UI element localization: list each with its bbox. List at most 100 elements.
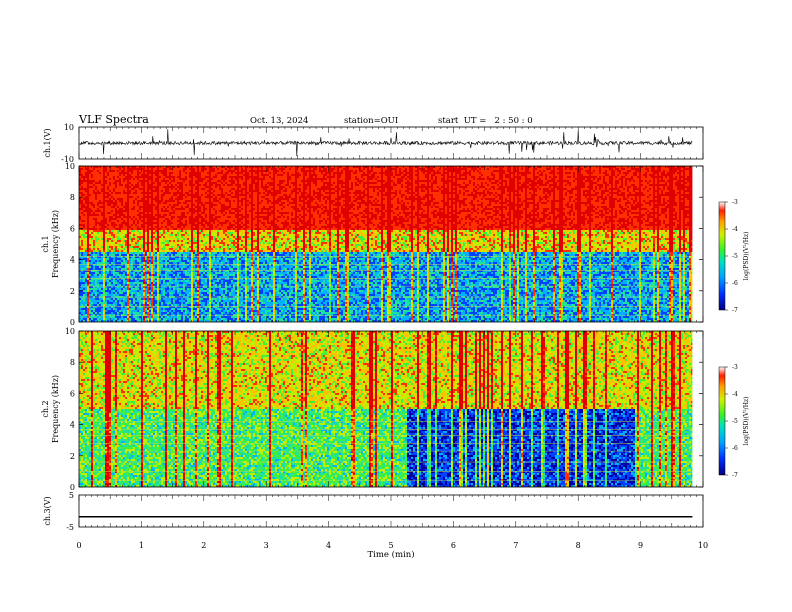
spectrogram-cell (81, 218, 83, 220)
spectrogram-cell (157, 236, 159, 238)
spectrogram-cell (85, 262, 87, 264)
spectrogram-cell (173, 230, 175, 232)
spectrogram-cell (163, 266, 165, 268)
spectrogram-cell (189, 284, 191, 286)
spectrogram-cell (201, 178, 203, 180)
spectrogram-cell (179, 254, 181, 256)
spectrogram-cell (107, 172, 109, 174)
spectrogram-cell (103, 290, 105, 292)
spectrogram-cell (161, 182, 163, 184)
spectrogram-cell (183, 198, 185, 200)
spectrogram-cell (113, 222, 115, 224)
spectrogram-cell (131, 222, 133, 224)
spectrogram-cell (105, 174, 107, 176)
spectrogram-cell (97, 200, 99, 202)
spectrogram-cell (85, 190, 87, 192)
spectrogram-cell (143, 250, 145, 252)
spectrogram-cell (127, 222, 129, 224)
spectrogram-cell (103, 188, 105, 190)
spectrogram-cell (173, 272, 175, 274)
spectrogram-cell (121, 292, 123, 294)
spectrogram-cell (119, 212, 121, 214)
spectrogram-cell (85, 222, 87, 224)
spectrogram-cell (89, 190, 91, 192)
spectrogram-cell (101, 222, 103, 224)
spectrogram-cell (191, 260, 193, 262)
spectrogram-cell (143, 238, 145, 240)
spectrogram-cell (199, 204, 201, 206)
spectrogram-cell (193, 172, 195, 174)
spectrogram-cell (157, 282, 159, 284)
spectrogram-cell (109, 302, 111, 304)
spectrogram-cell (91, 266, 93, 268)
spectrogram-cell (171, 228, 173, 230)
spectrogram-cell (115, 222, 117, 224)
spectrogram-cell (95, 268, 97, 270)
spectrogram-cell (167, 248, 169, 250)
spectrogram-cell (99, 198, 101, 200)
spectrogram-cell (169, 192, 171, 194)
spectrogram-cell (155, 198, 157, 200)
spectrogram-cell (135, 190, 137, 192)
spectrogram-cell (165, 248, 167, 250)
spectrogram-cell (191, 272, 193, 274)
spectrogram-cell (145, 202, 147, 204)
spectrogram-cell (97, 198, 99, 200)
spectrogram-cell (163, 222, 165, 224)
spectrogram-cell (119, 230, 121, 232)
spectrogram-cell (187, 228, 189, 230)
spectrogram-cell (83, 194, 85, 196)
spectrogram-cell (127, 268, 129, 270)
spectrogram-cell (95, 266, 97, 268)
spectrogram-cell (121, 238, 123, 240)
spectrogram-cell (121, 224, 123, 226)
spectrogram-cell (153, 216, 155, 218)
spectrogram-cell (203, 234, 205, 236)
spectrogram-cell (107, 284, 109, 286)
spectrogram-cell (157, 288, 159, 290)
spectrogram-cell (125, 318, 127, 320)
spectrogram-cell (159, 182, 161, 184)
spectrogram-cell (127, 302, 129, 304)
spectrogram-cell (191, 236, 193, 238)
spectrogram-cell (83, 180, 85, 182)
spectrogram-cell (81, 194, 83, 196)
spectrogram-cell (185, 288, 187, 290)
spectrogram-cell (161, 226, 163, 228)
spectrogram-cell (93, 312, 95, 314)
spectrogram-cell (103, 236, 105, 238)
spectrogram-cell (153, 318, 155, 320)
spectrogram-cell (125, 304, 127, 306)
spectrogram-cell (115, 242, 117, 244)
spectrogram-cell (193, 220, 195, 222)
spectrogram-cell (149, 252, 151, 254)
spectrogram-cell (157, 240, 159, 242)
spectrogram-cell (179, 250, 181, 252)
spectrogram-cell (147, 198, 149, 200)
spectrogram-cell (175, 254, 177, 256)
spectrogram-cell (113, 254, 115, 256)
spectrogram-cell (85, 240, 87, 242)
spectrogram-cell (205, 198, 207, 200)
spectrogram-cell (99, 184, 101, 186)
spectrogram-cell (191, 298, 193, 300)
spectrogram-cell (163, 168, 165, 170)
spectrogram-cell (163, 224, 165, 226)
spectrogram-cell (183, 196, 185, 198)
spectrogram-cell (133, 202, 135, 204)
spectrogram-cell (105, 312, 107, 314)
spectrogram-cell (99, 208, 101, 210)
spectrogram-cell (203, 204, 205, 206)
spectrogram-cell (187, 170, 189, 172)
spectrogram-cell (83, 312, 85, 314)
spectrogram-cell (197, 294, 199, 296)
spectrogram-cell (97, 318, 99, 320)
spectrogram-cell (117, 268, 119, 270)
spectrogram-cell (163, 236, 165, 238)
spectrogram-cell (147, 188, 149, 190)
spectrogram-cell (105, 240, 107, 242)
spectrogram-cell (119, 222, 121, 224)
spectrogram-cell (119, 272, 121, 274)
spectrogram-cell (169, 232, 171, 234)
spectrogram-cell (133, 292, 135, 294)
